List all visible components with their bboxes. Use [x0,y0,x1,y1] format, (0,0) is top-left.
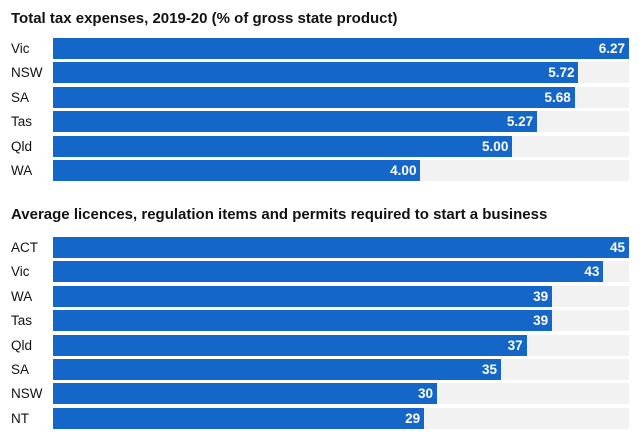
category-label: NSW [11,386,43,402]
bar: 5.27 [53,111,538,133]
category-label: WA [11,288,33,304]
data-label: 29 [405,410,421,426]
bar-track: 35 [53,359,629,380]
category-label: Tas [11,313,33,329]
category-label: Qld [11,138,33,154]
bar-row: Tas 5.27 [0,111,639,133]
bar-track: 39 [53,310,629,332]
bar: 43 [53,261,604,283]
chart-title: Total tax expenses, 2019-20 (% of gross … [11,10,398,27]
data-label: 43 [584,264,600,280]
bar: 35 [53,359,501,380]
bar: 29 [53,407,425,429]
bar: 30 [53,383,437,405]
bar-track: 5.27 [53,111,629,133]
bar: 45 [53,237,629,258]
data-label: 6.27 [598,41,625,56]
data-label: 5.68 [544,89,571,105]
chart-title: Average licences, regulation items and p… [11,206,548,223]
bar: 6.27 [53,38,629,59]
bar: 4.00 [53,160,421,181]
bar-row: WA 39 [0,285,639,307]
bar-row: ACT 45 [0,237,639,258]
category-label: SA [11,362,30,377]
category-label: ACT [11,240,38,255]
category-label: SA [11,89,30,105]
bar-track: 6.27 [53,38,629,59]
category-label: Qld [11,337,33,353]
data-label: 37 [507,337,523,353]
data-label: 39 [533,288,549,304]
bar-row: Qld 37 [0,334,639,356]
category-label: Tas [11,114,33,130]
bar: 39 [53,285,553,307]
category-label: Vic [11,41,30,56]
category-label: WA [11,163,33,178]
bar: 37 [53,334,527,356]
bar-row: Vic 6.27 [0,38,639,59]
bar-row: SA 35 [0,359,639,380]
data-label: 35 [481,362,497,377]
bar-track: 4.00 [53,160,629,181]
bar-track: 29 [53,407,629,429]
bar-row: Qld 5.00 [0,135,639,157]
bar-track: 5.72 [53,62,629,84]
data-label: 45 [609,240,625,255]
bar-row: WA 4.00 [0,160,639,181]
bar: 5.00 [53,135,513,157]
bar: 5.72 [53,62,579,84]
category-label: Vic [11,264,30,280]
category-label: NSW [11,65,43,81]
bar-row: Vic 43 [0,261,639,283]
category-label: NT [11,410,29,426]
data-label: 39 [533,313,549,329]
bar-track: 39 [53,285,629,307]
bar-track: 30 [53,383,629,405]
bar-row: Tas 39 [0,310,639,332]
bar: 5.68 [53,86,575,108]
bar-row: NSW 5.72 [0,62,639,84]
data-label: 5.72 [548,65,575,81]
bar-track: 43 [53,261,629,283]
data-label: 30 [417,386,433,402]
data-label: 5.27 [506,114,534,130]
bar-row: NT 29 [0,407,639,429]
bar-track: 37 [53,334,629,356]
bar-track: 5.00 [53,135,629,157]
data-label: 5.00 [482,138,509,154]
bar-row: NSW 30 [0,383,639,405]
bar-track: 45 [53,237,629,258]
bar-track: 5.68 [53,86,629,108]
bar: 39 [53,310,553,332]
bar-row: SA 5.68 [0,86,639,108]
data-label: 4.00 [390,163,417,178]
